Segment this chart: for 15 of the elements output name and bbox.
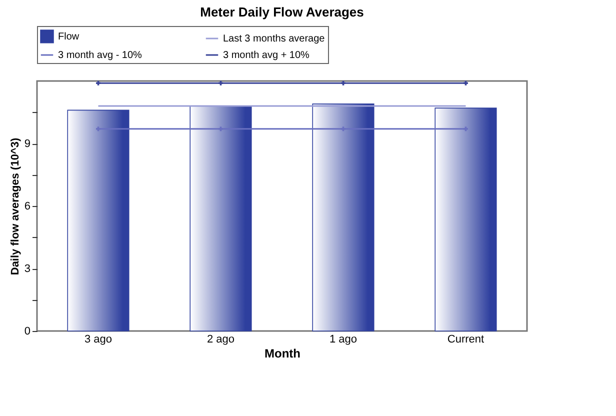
y-tick-label: 0: [24, 326, 30, 338]
x-tick-label: Current: [447, 334, 484, 346]
legend-label: Last 3 months average: [223, 34, 326, 44]
x-tick-label: 3 ago: [84, 334, 112, 346]
x-tick-label: 2 ago: [206, 334, 235, 346]
y-tick-label: 6: [24, 200, 30, 212]
y-tick-label: 9: [24, 138, 30, 150]
chart-title: Meter Daily Flow Averages: [200, 4, 364, 20]
y-tick-label: 3: [24, 263, 30, 275]
x-tick-label: 1 ago: [329, 334, 358, 346]
y-axis-title: Daily flow averages (10^3): [9, 138, 22, 276]
legend-label: Flow: [58, 31, 80, 42]
legend-label: 3 month avg + 10%: [223, 50, 310, 61]
x-axis-title: Month: [264, 346, 300, 360]
legend-label: 3 month avg - 10%: [58, 50, 142, 61]
